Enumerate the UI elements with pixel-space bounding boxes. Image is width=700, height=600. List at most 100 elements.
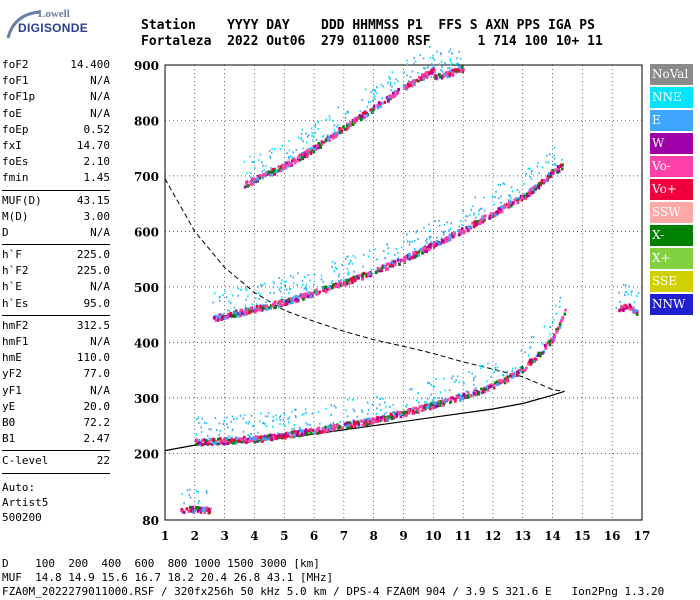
echo-point — [530, 360, 534, 364]
echo-point — [233, 438, 236, 442]
echo-point — [369, 419, 372, 423]
echo-point — [313, 431, 316, 435]
echo-point — [411, 256, 414, 260]
echo-point — [326, 288, 329, 291]
echo-point — [319, 431, 323, 435]
spread-echo-point — [413, 62, 415, 65]
echo-point — [204, 441, 207, 445]
spread-echo-point — [320, 274, 323, 277]
echo-point — [324, 139, 327, 143]
echo-point — [386, 267, 390, 271]
spread-echo-point — [300, 138, 303, 141]
spread-echo-point — [500, 201, 502, 204]
spread-echo-point — [527, 354, 530, 357]
echo-point — [404, 414, 407, 418]
echo-point — [261, 306, 265, 310]
spread-echo-point — [250, 433, 252, 435]
param-name: D — [2, 225, 9, 239]
spread-echo-point — [258, 159, 260, 162]
spread-echo-point — [300, 133, 303, 136]
echo-point — [397, 412, 400, 416]
echo-point — [505, 375, 508, 379]
param-name: h`F2 — [2, 264, 29, 278]
echo-point — [275, 170, 278, 173]
echo-point — [623, 306, 627, 310]
spread-echo-point — [483, 196, 485, 199]
spread-echo-point — [436, 236, 438, 239]
spread-echo-point — [317, 128, 319, 131]
spread-echo-point — [301, 283, 304, 286]
spread-echo-point — [369, 100, 372, 103]
spread-echo-point — [485, 386, 488, 388]
echo-point — [349, 121, 353, 124]
spread-echo-point — [283, 412, 285, 414]
echo-point — [364, 420, 368, 424]
echo-point — [206, 442, 210, 446]
echo-point — [528, 194, 531, 198]
spread-echo-point — [307, 147, 309, 150]
param-name: hmF1 — [2, 335, 29, 348]
echo-point — [189, 509, 193, 513]
spread-echo-point — [278, 416, 281, 419]
spread-echo-point — [408, 243, 411, 246]
echo-point — [629, 307, 632, 311]
x-tick-label: 7 — [340, 529, 348, 543]
spread-echo-point — [305, 287, 307, 290]
spread-echo-point — [560, 317, 563, 320]
spread-echo-point — [512, 367, 514, 370]
echo-point — [556, 170, 559, 174]
echo-point — [231, 441, 234, 445]
echo-point — [240, 438, 244, 441]
echo-point — [285, 434, 289, 438]
spread-echo-point — [382, 85, 384, 88]
spread-echo-point — [467, 215, 469, 218]
echo-point — [453, 68, 457, 72]
spread-echo-point — [249, 176, 252, 179]
spread-echo-point — [470, 208, 472, 211]
echo-point — [316, 144, 319, 148]
spread-echo-point — [247, 434, 249, 437]
echo-point — [481, 220, 485, 224]
echo-point — [362, 116, 365, 120]
spread-echo-point — [389, 83, 392, 86]
echo-point — [252, 177, 256, 181]
spread-echo-point — [518, 191, 520, 194]
spread-echo-point — [288, 149, 291, 152]
spread-echo-point — [210, 507, 213, 510]
spread-echo-point — [459, 220, 462, 222]
spread-echo-point — [552, 322, 554, 324]
echo-point — [251, 182, 255, 186]
echo-point — [417, 407, 420, 411]
echo-point — [267, 437, 271, 441]
spread-echo-point — [244, 304, 247, 307]
echo-point — [381, 418, 384, 422]
echo-point — [343, 422, 347, 426]
echo-point — [446, 236, 449, 239]
spread-echo-point — [456, 57, 458, 60]
spread-echo-point — [281, 296, 283, 299]
echo-point — [309, 427, 312, 431]
echo-point — [361, 274, 365, 278]
spread-echo-point — [188, 494, 190, 497]
echo-point — [325, 290, 328, 294]
echo-point — [383, 100, 387, 104]
echo-point — [354, 279, 357, 282]
echo-point — [334, 282, 337, 286]
echo-point — [264, 171, 268, 175]
spread-echo-point — [311, 132, 313, 135]
spread-echo-point — [231, 428, 234, 431]
echo-point — [366, 420, 370, 424]
spread-echo-point — [624, 294, 626, 296]
echo-point — [213, 316, 216, 319]
param-row: foE N/A — [2, 107, 110, 123]
spread-echo-point — [553, 154, 555, 157]
echo-point — [197, 441, 200, 445]
spread-echo-point — [268, 149, 271, 152]
spread-echo-point — [397, 80, 399, 83]
echo-point — [306, 153, 309, 157]
spread-echo-point — [406, 63, 409, 66]
echo-point — [195, 443, 198, 446]
spread-echo-point — [527, 167, 530, 170]
param-value: 225.0 — [76, 264, 110, 278]
